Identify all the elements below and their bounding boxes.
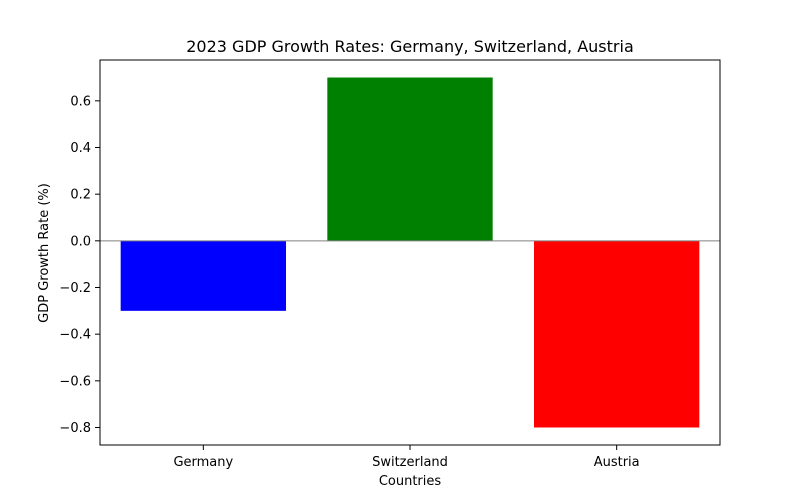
y-tick-label: −0.6 [59,374,91,389]
y-axis-ticks: −0.8 −0.6 −0.4 −0.2 0.0 0.2 0.4 0.6 [59,94,100,436]
bar-switzerland [327,77,493,241]
bar-germany [120,240,287,311]
y-tick-label: −0.8 [59,421,91,436]
y-tick-label: 0.2 [70,188,91,203]
y-tick-label: −0.4 [59,328,91,343]
x-tick-label: Austria [594,455,640,470]
y-tick-label: 0.6 [70,94,91,109]
x-tick-label: Germany [173,455,233,470]
plot-area [99,59,721,446]
y-tick-label: −0.2 [59,281,91,296]
y-tick-label: 0.4 [70,141,91,156]
x-axis-ticks: Germany Switzerland Austria [173,445,640,470]
y-tick-label: 0.0 [70,234,91,249]
x-tick-label: Switzerland [372,455,448,470]
chart-title: 2023 GDP Growth Rates: Germany, Switzerl… [186,37,634,56]
x-axis-label: Countries [379,474,442,489]
y-axis-label: GDP Growth Rate (%) [37,183,52,323]
bar-austria [534,240,700,428]
